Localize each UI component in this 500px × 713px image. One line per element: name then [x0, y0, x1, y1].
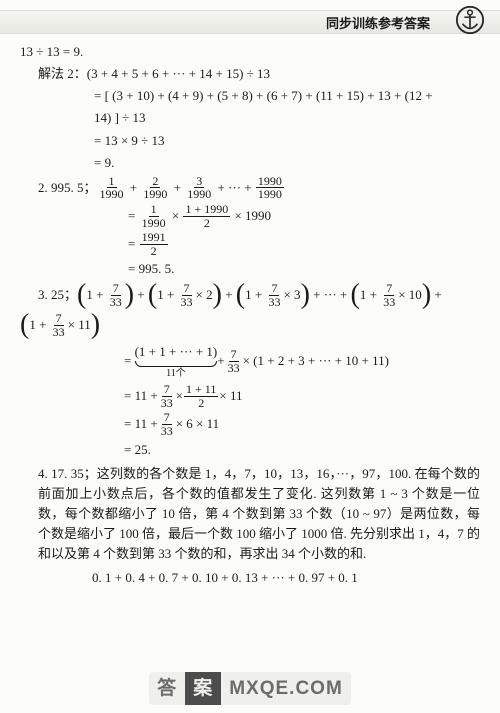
line: = 995. 5.: [128, 259, 480, 279]
line: = 25.: [124, 440, 480, 460]
content: 13 ÷ 13 = 9. 解法 2：(3 + 4 + 5 + 6 + ··· +…: [20, 42, 480, 589]
banner-mid: 案: [185, 672, 221, 705]
line: ( 1 + 733 × 11 ): [20, 312, 480, 340]
line: = 11 + 733 × 6 × 11: [124, 411, 480, 437]
label: 3. 25；: [38, 285, 77, 305]
line: = 13 × 9 ÷ 13: [94, 131, 480, 151]
line: 解法 2：(3 + 4 + 5 + 6 + ··· + 14 + 15) ÷ 1…: [38, 64, 480, 84]
fraction: 21990: [141, 175, 169, 201]
text: 这列数的各个数是 1，4，7，10，13，16，···，97，100. 在每个数…: [38, 466, 480, 562]
line: = 9.: [94, 153, 480, 173]
underbrace: (1 + 1 + ··· + 1) 11个: [135, 342, 218, 382]
fraction: 11990: [140, 203, 168, 229]
line: = (1 + 1 + ··· + 1) 11个 + 733 × (1 + 2 +…: [124, 342, 480, 382]
label: 4. 17. 35；: [38, 466, 97, 481]
problem-4: 4. 17. 35；这列数的各个数是 1，4，7，10，13，16，···，97…: [38, 464, 480, 565]
line: = [ (3 + 10) + (4 + 9) + (5 + 8) + (6 + …: [94, 86, 480, 106]
expr: (3 + 4 + 5 + 6 + ··· + 14 + 15) ÷ 13: [87, 66, 270, 81]
anchor-logo-icon: [455, 5, 485, 35]
method-label: 解法 2：: [38, 66, 87, 81]
fraction: 19912: [140, 231, 168, 257]
line: 14) ] ÷ 13: [94, 108, 480, 128]
problem-3: 3. 25； ( 1 + 733 ) + ( 1 + 733 × 2 ) + (…: [38, 282, 480, 310]
banner-right: MXQE.COM: [221, 672, 351, 705]
line: = 11990 × 1 + 19902 × 1990: [128, 203, 480, 229]
header-title: 同步训练参考答案: [326, 14, 430, 34]
banner-left: 答: [149, 672, 185, 705]
fraction: 1 + 19902: [183, 203, 230, 229]
line: = 11 + 733 × 1 + 112 × 11: [124, 383, 480, 409]
fraction: 11990: [98, 175, 126, 201]
watermark-banner: 答案MXQE.COM: [20, 672, 480, 705]
line: 13 ÷ 13 = 9.: [20, 42, 480, 62]
header-stripe: 同步训练参考答案: [0, 10, 500, 34]
problem-2: 2. 995. 5； 11990 + 21990 + 31990 + ··· +…: [38, 175, 480, 201]
label: 2. 995. 5；: [38, 178, 97, 198]
fraction: 19901990: [256, 175, 284, 201]
line: = 19912: [128, 231, 480, 257]
fraction: 31990: [185, 175, 213, 201]
line: 0. 1 + 0. 4 + 0. 7 + 0. 10 + 0. 13 + ···…: [92, 568, 480, 588]
